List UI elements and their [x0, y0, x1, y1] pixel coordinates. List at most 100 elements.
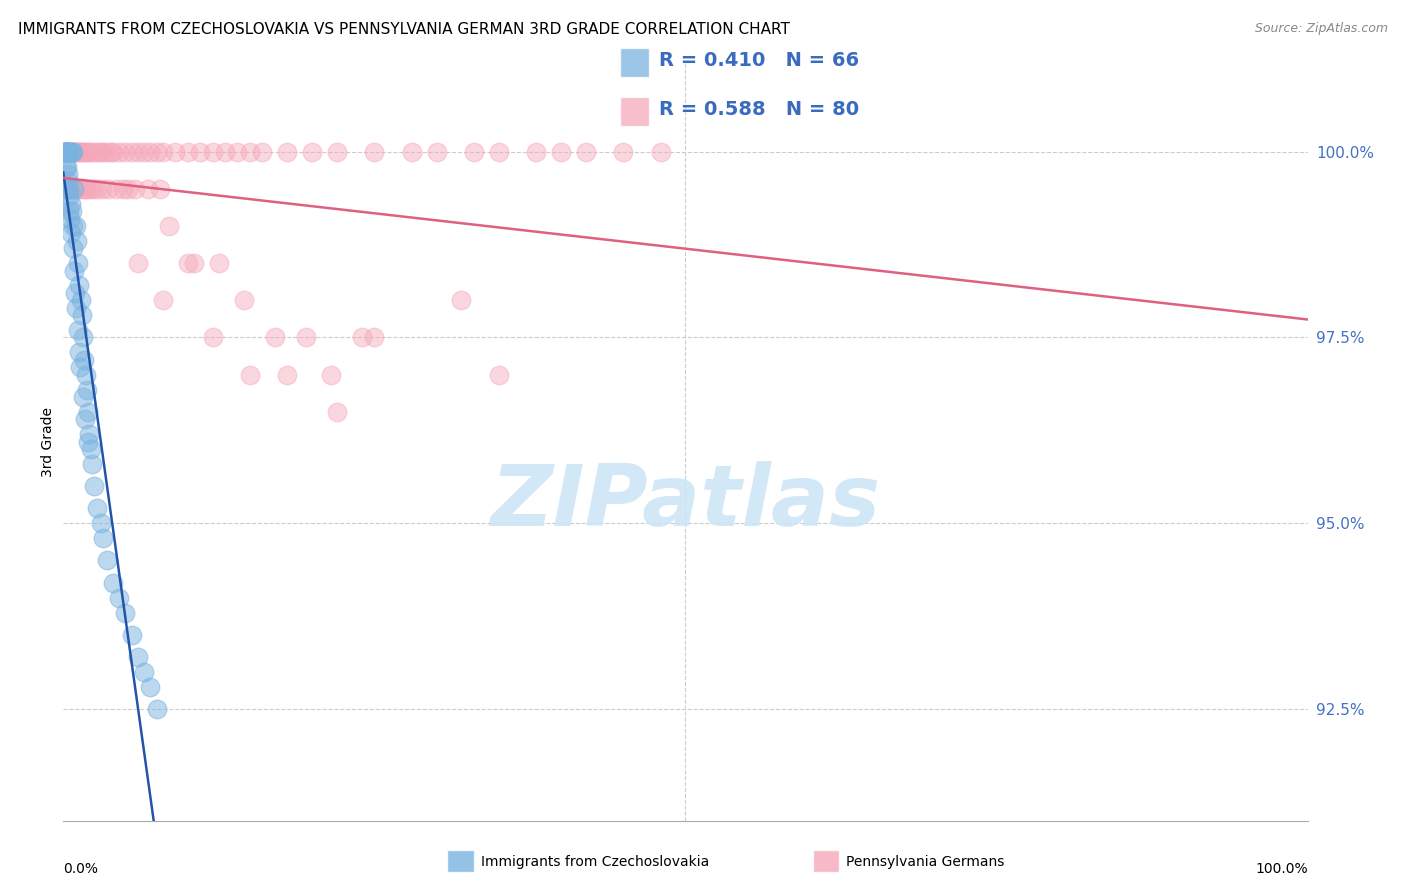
Point [83, 479, 105, 493]
Point [524, 145, 547, 159]
Point [58, 145, 80, 159]
Point [63, 285, 86, 300]
Point [612, 145, 634, 159]
Point [86, 501, 108, 516]
Point [73, 412, 96, 426]
Point [90, 516, 112, 531]
Point [114, 145, 136, 159]
Point [239, 145, 262, 159]
Point [67, 145, 90, 159]
Point [263, 330, 285, 344]
Point [139, 680, 162, 694]
Point [58, 167, 80, 181]
Point [86, 182, 108, 196]
Point [111, 182, 134, 196]
Point [326, 405, 349, 419]
Point [117, 182, 139, 196]
Point [319, 368, 342, 382]
Point [550, 145, 572, 159]
Point [53, 145, 76, 159]
Point [127, 145, 149, 159]
Point [177, 145, 200, 159]
Text: R = 0.410   N = 66: R = 0.410 N = 66 [659, 51, 859, 70]
Point [53, 145, 76, 159]
Point [58, 189, 80, 203]
Point [67, 345, 90, 359]
Point [62, 145, 84, 159]
Point [79, 145, 101, 159]
Point [76, 434, 98, 449]
Point [101, 145, 124, 159]
Point [79, 427, 101, 442]
Point [326, 145, 349, 159]
Point [77, 145, 100, 159]
Point [127, 256, 149, 270]
Text: Source: ZipAtlas.com: Source: ZipAtlas.com [1254, 22, 1388, 36]
Point [226, 145, 249, 159]
Point [100, 145, 122, 159]
Point [66, 234, 89, 248]
Point [114, 606, 136, 620]
Point [208, 256, 231, 270]
Point [73, 182, 96, 196]
Point [425, 145, 447, 159]
Point [67, 256, 90, 270]
Point [136, 182, 159, 196]
Point [53, 145, 76, 159]
FancyBboxPatch shape [620, 48, 648, 77]
Point [149, 182, 172, 196]
Point [53, 145, 76, 159]
Text: IMMIGRANTS FROM CZECHOSLOVAKIA VS PENNSYLVANIA GERMAN 3RD GRADE CORRELATION CHAR: IMMIGRANTS FROM CZECHOSLOVAKIA VS PENNSY… [18, 22, 790, 37]
Point [145, 145, 167, 159]
Point [134, 665, 156, 679]
Point [97, 182, 120, 196]
Point [69, 278, 91, 293]
Point [276, 145, 298, 159]
Point [65, 301, 87, 315]
Point [301, 145, 323, 159]
Text: R = 0.588   N = 80: R = 0.588 N = 80 [659, 100, 859, 119]
Point [650, 145, 672, 159]
Point [239, 368, 262, 382]
Y-axis label: 3rd Grade: 3rd Grade [41, 407, 55, 476]
Text: ZIPatlas: ZIPatlas [491, 460, 880, 544]
Point [79, 442, 101, 456]
Point [59, 196, 82, 211]
Point [66, 323, 89, 337]
Point [65, 145, 87, 159]
Point [62, 241, 84, 255]
Point [69, 182, 91, 196]
Point [58, 182, 80, 196]
Point [350, 330, 373, 344]
Point [69, 293, 91, 308]
Point [145, 702, 167, 716]
Point [188, 145, 211, 159]
Point [177, 256, 200, 270]
Point [62, 219, 84, 233]
Point [488, 368, 510, 382]
Point [79, 182, 101, 196]
Point [76, 383, 98, 397]
Point [56, 145, 79, 159]
Point [152, 145, 174, 159]
Point [90, 145, 112, 159]
Point [575, 145, 598, 159]
Point [450, 293, 472, 308]
Point [72, 330, 94, 344]
Point [82, 182, 104, 196]
Point [55, 145, 77, 159]
Point [56, 182, 79, 196]
Text: 100.0%: 100.0% [1256, 863, 1308, 876]
Point [96, 145, 118, 159]
Point [59, 145, 82, 159]
Point [69, 145, 91, 159]
Point [56, 145, 79, 159]
Point [139, 145, 162, 159]
Point [152, 293, 174, 308]
Point [87, 145, 110, 159]
Point [55, 160, 77, 174]
Point [121, 628, 143, 642]
Point [276, 368, 298, 382]
Point [157, 219, 180, 233]
Point [58, 145, 80, 159]
